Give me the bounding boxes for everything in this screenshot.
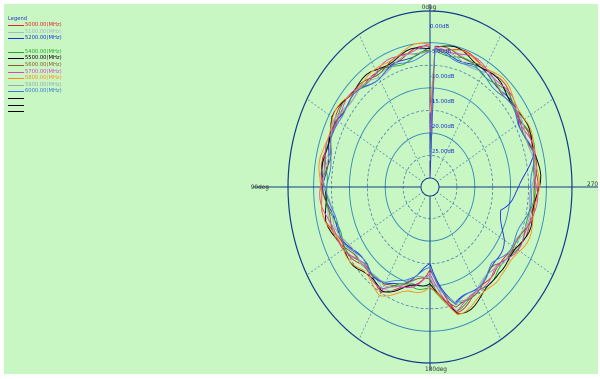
legend-swatch [8, 71, 24, 73]
legend-item [6, 95, 76, 102]
legend-swatch [8, 38, 24, 40]
legend-swatch [8, 31, 24, 33]
legend-swatch [8, 84, 24, 86]
polar-grid [254, 4, 598, 370]
legend-label: 5600.00(MHz) [25, 61, 62, 68]
plot-panel: 0deg 90deg 270deg 180deg 0.00dB -5.00dB … [4, 4, 598, 374]
grid-spoke [429, 186, 554, 276]
series-trace-5900 [322, 50, 536, 304]
legend: Legend 5000.00(MHz) 5100.00(MHz) 5200.00… [6, 16, 76, 115]
series-trace-5600 [321, 45, 538, 308]
label-layer: 0deg 90deg 270deg 180deg 0.00dB -5.00dB … [251, 5, 598, 373]
series-trace-5700 [319, 43, 539, 312]
legend-item: 6000.00(MHz) [6, 88, 76, 95]
legend-title: Legend [8, 16, 28, 22]
angle-label-bottom: 180deg [425, 367, 447, 373]
legend-swatch [8, 25, 24, 26]
legend-swatch [8, 104, 24, 106]
centre-hub [420, 177, 440, 197]
legend-label: 5800.00(MHz) [25, 75, 62, 82]
ring-label-15: -15.00dB [430, 99, 455, 105]
grid-spoke [429, 186, 502, 340]
legend-label: 5500.00(MHz) [25, 55, 62, 62]
legend-item: 5600.00(MHz) [6, 62, 76, 69]
ring-label-0: 0.00dB [430, 24, 449, 30]
legend-swatch [8, 78, 24, 80]
legend-label: 5700.00(MHz) [25, 68, 62, 75]
angle-label-right: 270deg [587, 182, 598, 188]
grid-spoke [429, 98, 554, 188]
grid-spoke [306, 98, 431, 188]
legend-swatch [8, 58, 24, 60]
grid-spoke [358, 34, 431, 188]
legend-label: 6000.00(MHz) [25, 88, 62, 95]
legend-swatch [8, 111, 24, 113]
legend-swatch [8, 91, 24, 93]
polar-chart: 0deg 90deg 270deg 180deg 0.00dB -5.00dB … [251, 4, 598, 373]
legend-item: 5700.00(MHz) [6, 69, 76, 76]
legend-label: 5200.00(MHz) [25, 35, 62, 42]
legend-item [6, 102, 76, 109]
ring-label-10: -10.00dB [430, 74, 455, 80]
legend-label: 5900.00(MHz) [25, 81, 62, 88]
ring-label-25: -25.00dB [430, 149, 455, 155]
legend-swatch [8, 97, 24, 99]
legend-label: 5100.00(MHz) [25, 28, 62, 35]
legend-item [6, 108, 76, 115]
legend-swatch [8, 51, 24, 53]
legend-item: 5200.00(MHz) [6, 35, 76, 42]
angle-label-top: 0deg [422, 5, 437, 11]
legend-item: 5800.00(MHz) [6, 75, 76, 82]
series-trace-6000 [325, 49, 535, 305]
ring-label-5: -5.00dB [430, 49, 451, 55]
grid-spoke [429, 34, 502, 188]
legend-swatch [8, 64, 24, 66]
legend-label: 5400.00(MHz) [25, 48, 62, 55]
series-trace-5800 [318, 42, 540, 316]
legend-item: 5000.00(MHz) [6, 22, 76, 29]
legend-item: 5900.00(MHz) [6, 82, 76, 89]
legend-gap [6, 42, 76, 49]
series-layer [318, 42, 542, 316]
series-trace-5100 [319, 47, 536, 304]
legend-item: 5100.00(MHz) [6, 29, 76, 36]
angle-label-left: 90deg [251, 185, 270, 191]
legend-item: 5500.00(MHz) [6, 55, 76, 62]
ring-label-20: -20.00dB [430, 124, 455, 130]
grid-spoke [306, 186, 431, 276]
series-trace-5400 [324, 49, 536, 312]
grid-spoke [358, 186, 431, 340]
legend-label: 5000.00(MHz) [25, 22, 62, 28]
legend-item: 5400.00(MHz) [6, 49, 76, 56]
